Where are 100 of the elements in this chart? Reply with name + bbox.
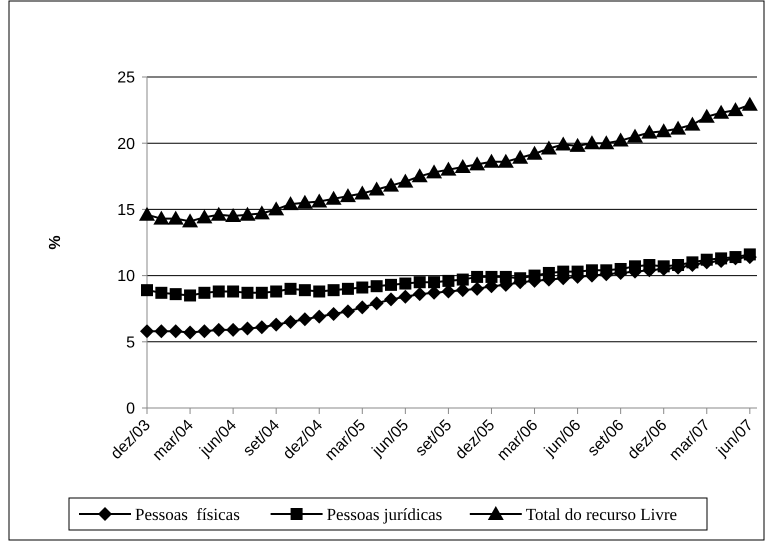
point [168,210,184,225]
y-axis-title: % [47,235,64,250]
point [727,102,744,116]
point [268,201,284,216]
point [412,168,428,182]
point [471,270,484,283]
point [397,174,414,188]
y-tick-label: 20 [117,136,136,153]
point [356,282,368,294]
point [326,190,342,205]
point [197,324,212,338]
point [226,322,240,337]
point [658,260,670,272]
point [254,320,269,334]
point [155,286,168,299]
point [686,256,698,268]
point [744,248,756,260]
point [442,274,454,287]
point [183,326,198,340]
point [368,182,385,196]
point [282,196,299,210]
point [700,254,713,266]
y-tick-label: 25 [117,70,136,87]
point [383,178,399,192]
point [154,324,168,338]
point [269,318,284,332]
point [313,285,326,298]
point [354,186,370,200]
point [399,278,412,290]
point [600,264,612,276]
point [370,280,383,292]
point [612,132,629,147]
point [426,164,442,178]
point [328,284,340,296]
point [483,154,500,168]
point [572,266,584,278]
legend-label: Total do recurso Livre [526,504,678,524]
point [284,282,297,295]
point [239,206,256,221]
point [469,156,486,170]
point [398,290,412,304]
point [298,284,311,296]
point [498,154,514,168]
point [555,136,572,151]
point [385,278,397,291]
point [485,270,498,283]
point [240,322,254,336]
point [684,116,700,131]
point [713,104,730,119]
point [456,274,469,286]
point [428,276,440,288]
point [384,292,398,306]
point [629,260,641,272]
y-tick-label: 0 [126,400,136,418]
point [542,266,555,279]
point [470,282,484,296]
point [212,322,226,337]
point [440,162,456,176]
legend-label: Pessoas jurídicas [326,504,442,524]
point [414,276,426,288]
point [227,285,240,298]
point [284,314,298,329]
point [729,251,742,264]
point [598,135,614,150]
point [698,108,715,123]
point [514,272,526,284]
point [139,206,155,221]
point [340,304,355,318]
y-tick-label: 15 [117,202,136,219]
point [182,213,198,228]
point [670,120,686,135]
point [254,205,270,220]
point [586,264,598,276]
point [715,252,728,264]
point [168,324,183,338]
point [198,286,210,299]
point [196,209,212,224]
y-tick-label: 10 [117,268,136,286]
point [184,289,196,302]
point [241,286,254,299]
point [298,312,312,326]
y-tick-label: 5 [126,334,136,352]
point [512,150,528,164]
point [340,188,356,202]
point [355,300,370,314]
point [526,146,543,160]
point [656,123,672,138]
point [742,96,758,111]
point [570,138,586,152]
point [412,287,427,302]
point [557,266,570,278]
point [140,324,154,338]
point [627,128,643,143]
point [584,135,600,150]
point [311,193,328,208]
point [326,306,341,321]
point [641,124,658,139]
point [296,194,313,209]
point [170,288,182,300]
point [342,282,354,295]
